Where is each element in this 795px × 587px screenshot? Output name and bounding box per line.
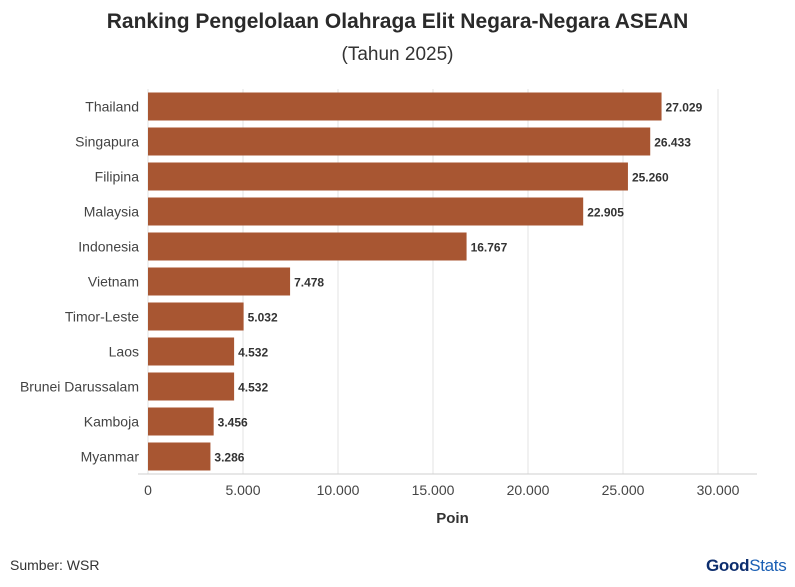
x-tick-label: 25.000 [602,482,645,498]
labels: 0 5.000 10.000 15.000 20.000 25.000 30.000 Thai… [20,99,740,528]
bar [148,162,628,191]
bar [148,92,662,121]
category-label: Myanmar [81,449,140,465]
category-label: Timor-Leste [65,309,139,325]
bar [148,372,235,401]
bar [148,407,214,436]
bar [148,267,291,296]
bars [148,92,662,471]
value-label: 22.905 [587,206,624,220]
logo-good-text: Good [706,556,750,575]
category-label: Laos [109,344,139,360]
bar [148,302,244,331]
source-note: Sumber: WSR [10,557,100,573]
value-label: 4.532 [238,346,268,360]
x-axis-title: Poin [436,510,469,527]
logo-stats-text: Stats [749,556,787,575]
x-tick-label: 0 [144,482,152,498]
goodstats-logo: GoodStats [706,556,787,576]
category-label: Indonesia [78,239,139,255]
value-label: 3.286 [214,451,244,465]
bar [148,232,467,261]
category-label: Brunei Darussalam [20,379,139,395]
value-label: 26.433 [654,136,691,150]
value-label: 16.767 [471,241,508,255]
bar [148,197,584,226]
value-label: 7.478 [294,276,324,290]
x-tick-label: 20.000 [507,482,550,498]
bar [148,442,211,471]
value-label: 5.032 [248,311,278,325]
x-tick-label: 15.000 [412,482,455,498]
bar [148,337,235,366]
chart-title: Ranking Pengelolaan Olahraga Elit Negara… [106,10,689,33]
chart-subtitle: (Tahun 2025) [341,44,454,65]
category-label: Singapura [75,134,139,150]
category-label: Malaysia [84,204,139,220]
value-label: 27.029 [666,101,703,115]
x-tick-label: 5.000 [225,482,260,498]
value-label: 3.456 [218,416,248,430]
value-label: 25.260 [632,171,669,185]
category-label: Filipina [95,169,140,185]
category-label: Thailand [85,99,139,115]
category-label: Vietnam [88,274,139,290]
x-tick-label: 10.000 [317,482,360,498]
bar [148,127,651,156]
value-label: 4.532 [238,381,268,395]
x-tick-label: 30.000 [697,482,740,498]
category-label: Kamboja [84,414,139,430]
